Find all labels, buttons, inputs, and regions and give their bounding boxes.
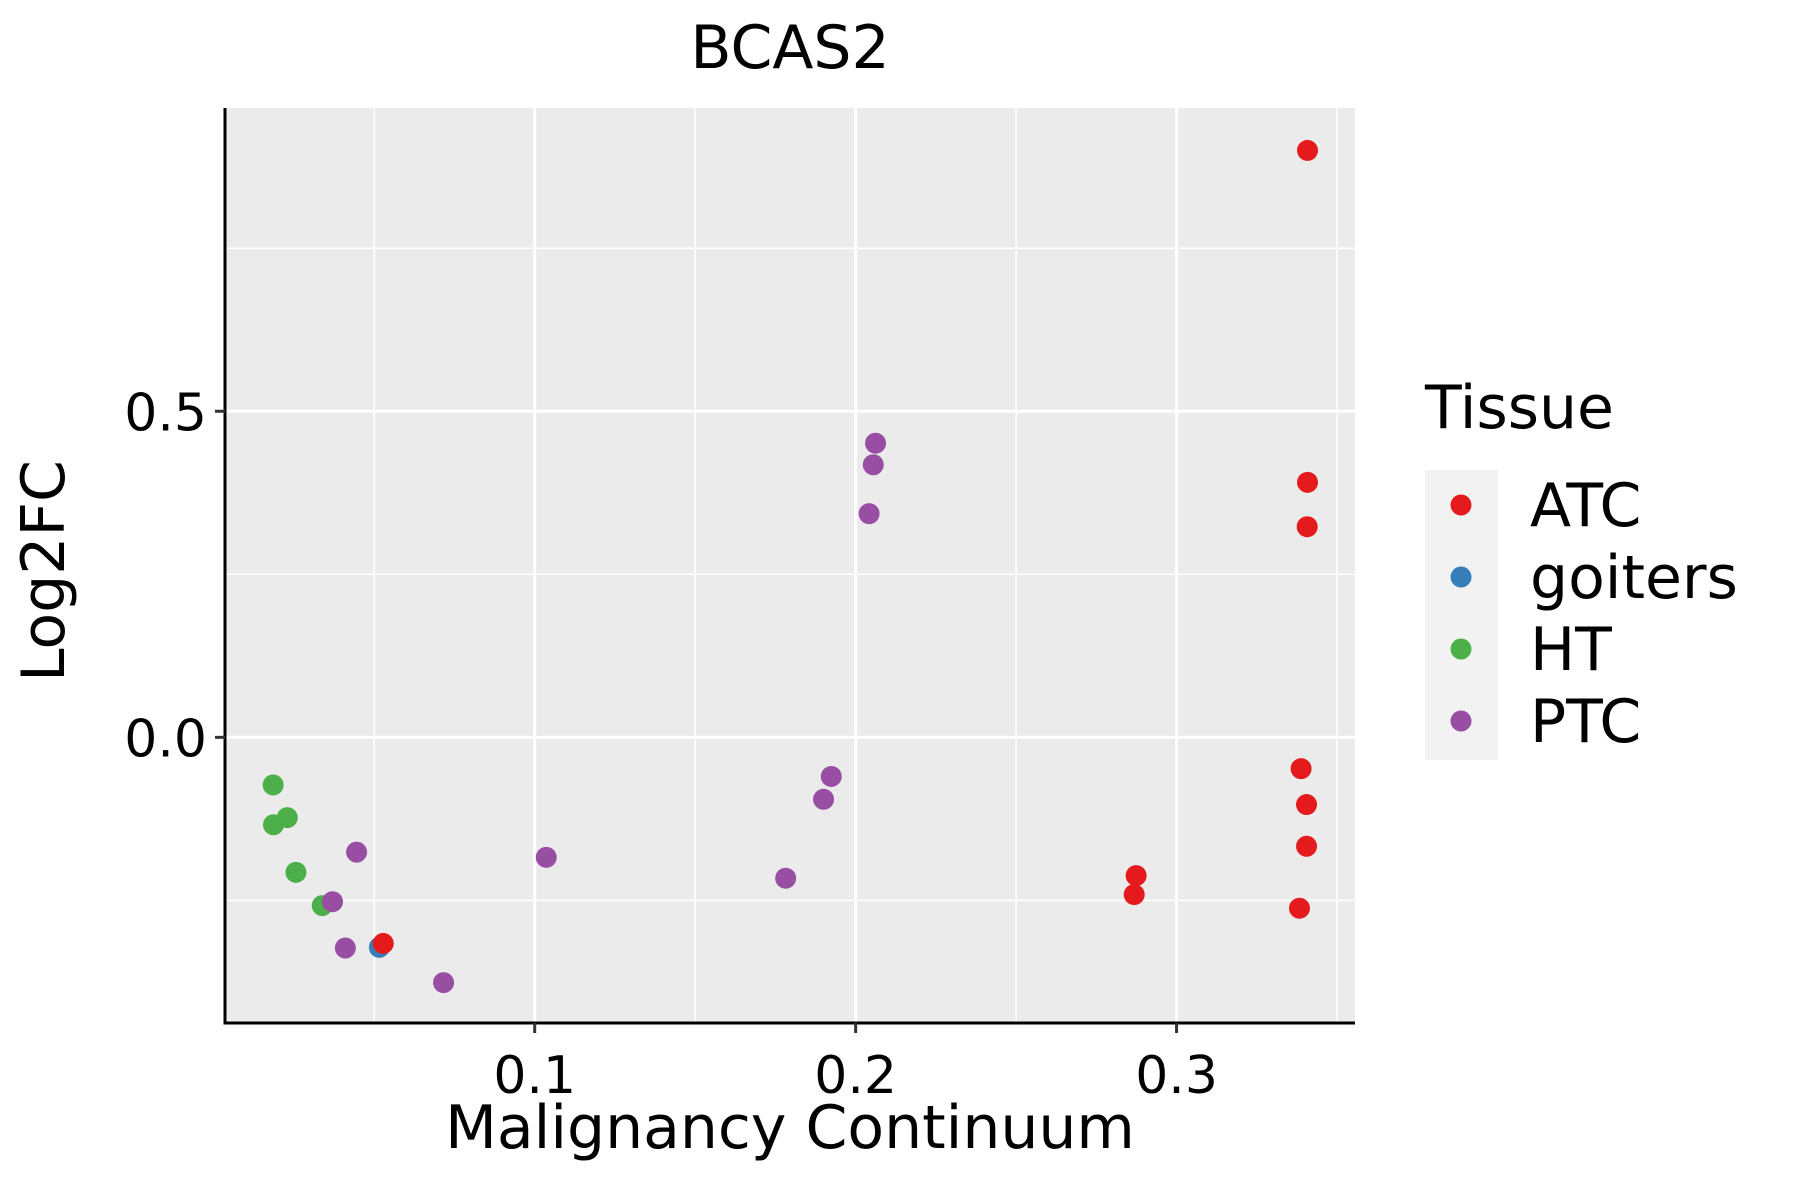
legend-label-ptc: PTC (1530, 687, 1641, 757)
legend-key-goiters (1450, 566, 1472, 588)
data-point-atc (1290, 758, 1312, 780)
legend-title: Tissue (1424, 373, 1614, 443)
data-point-atc (1296, 516, 1318, 538)
legend-label-ht: HT (1530, 615, 1612, 685)
legend-label-goiters: goiters (1530, 543, 1738, 613)
x-tick-label: 0.2 (814, 1046, 897, 1106)
grid-lines (225, 108, 1355, 1023)
data-point-atc (1125, 865, 1147, 887)
data-point-ptc (433, 972, 455, 994)
data-point-atc (1296, 794, 1318, 816)
data-point-ptc (813, 788, 835, 810)
axes (215, 108, 1355, 1033)
data-point-atc (372, 932, 394, 954)
data-point-atc (1123, 884, 1145, 906)
data-point-atc (1297, 139, 1319, 161)
data-point-ptc (535, 846, 557, 868)
chart-title: BCAS2 (690, 13, 889, 83)
y-axis-title: Log2FC (9, 460, 79, 682)
tick-labels: 0.1 0.2 0.3 0.0 0.5 (124, 383, 1218, 1106)
data-point-ptc (858, 503, 880, 525)
data-point-ptc (334, 937, 356, 959)
data-point-ptc (865, 432, 887, 454)
data-point-ptc (775, 867, 797, 889)
legend-label-atc: ATC (1530, 471, 1641, 541)
data-point-ptc (862, 454, 884, 476)
data-point-ptc (820, 765, 842, 787)
data-point-ht (276, 807, 298, 829)
x-tick-label: 0.1 (493, 1046, 576, 1106)
data-point-ht (285, 861, 307, 883)
x-axis-title: Malignancy Continuum (445, 1093, 1135, 1163)
legend-key-ht (1450, 638, 1472, 660)
data-point-ptc (346, 841, 368, 863)
data-point-atc (1288, 897, 1310, 919)
x-tick-label: 0.3 (1135, 1046, 1218, 1106)
legend-key-atc (1450, 494, 1472, 516)
legend-key-ptc (1450, 710, 1472, 732)
data-point-atc (1296, 835, 1318, 857)
y-tick-label: 0.5 (124, 383, 207, 443)
data-point-atc (1297, 471, 1319, 493)
y-tick-label: 0.0 (124, 709, 207, 769)
data-point-ptc (322, 891, 344, 913)
data-points (262, 139, 1319, 994)
data-point-ht (262, 774, 284, 796)
